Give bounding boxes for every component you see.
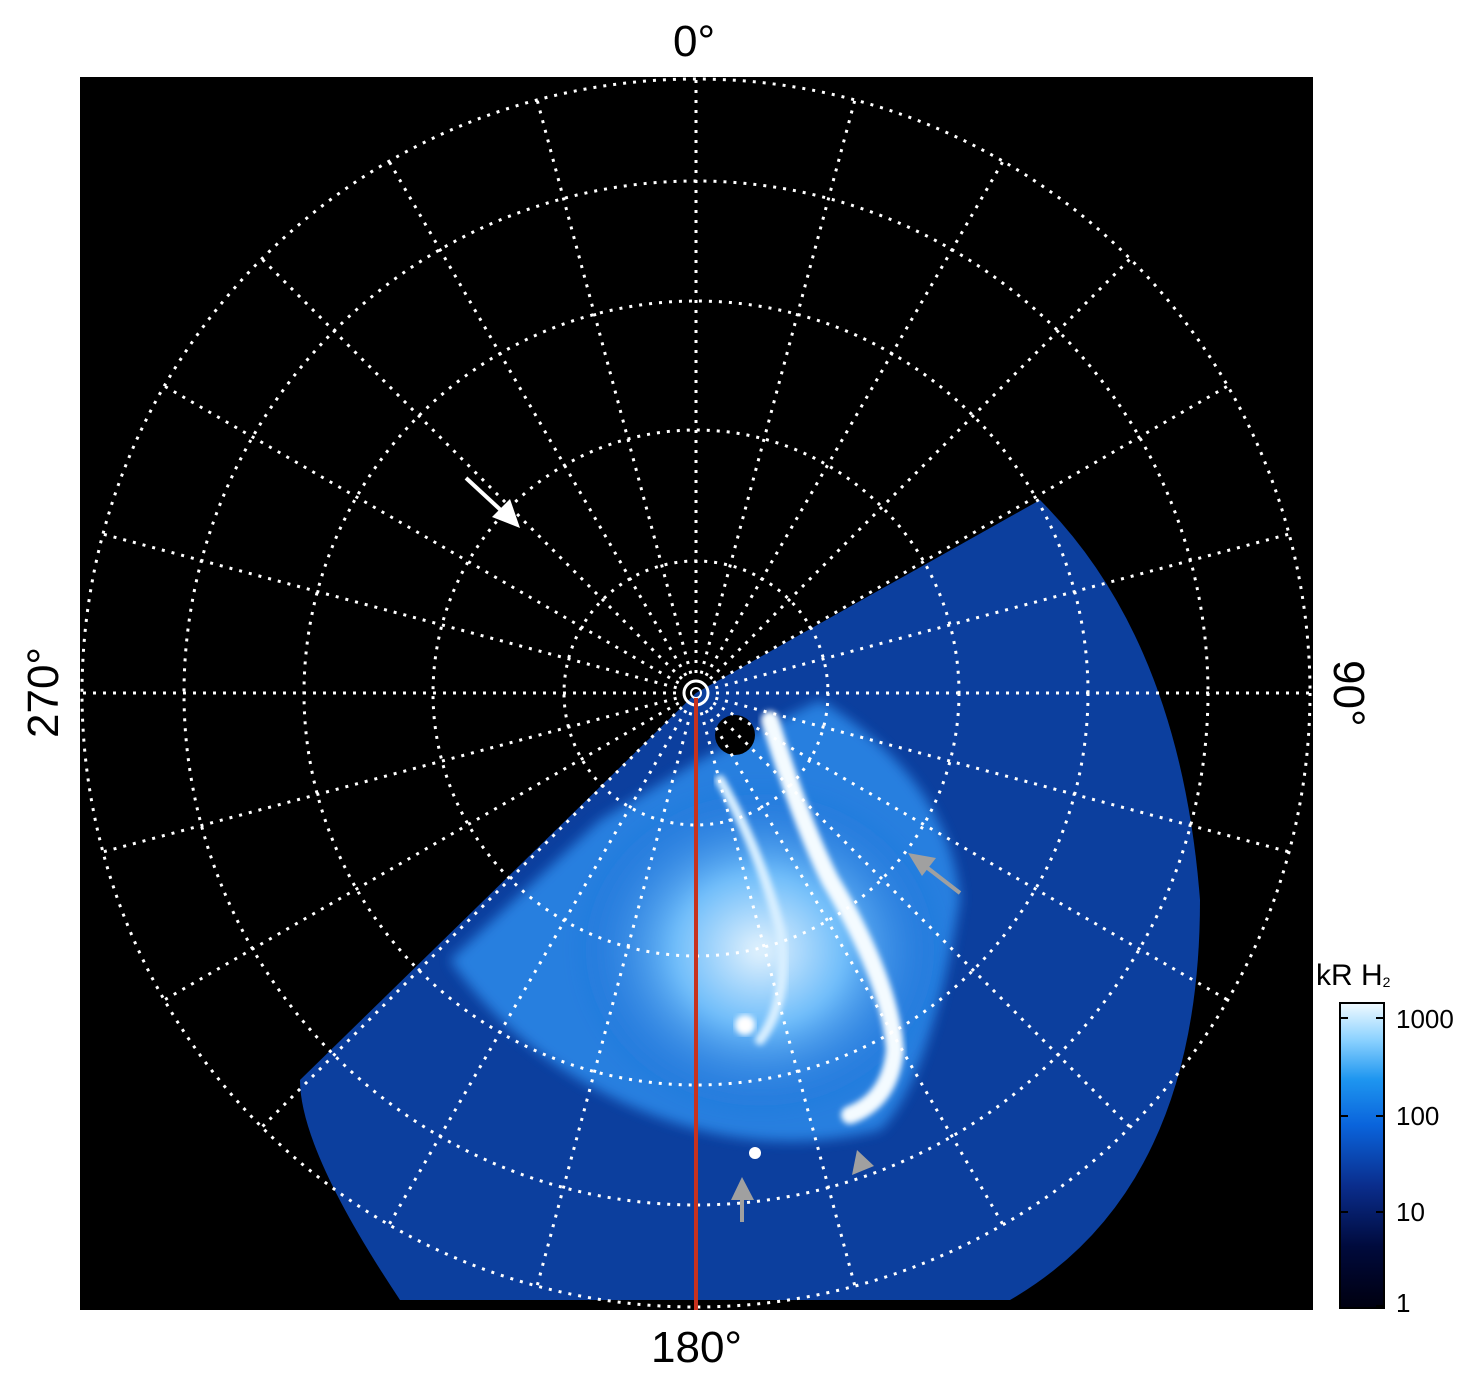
colorbar-ticks — [1340, 1017, 1384, 1307]
longitude-label-left: 270° — [19, 646, 68, 738]
colorbar-title: kR H2 — [1316, 959, 1391, 992]
colorbar — [1339, 1002, 1385, 1309]
longitude-label-bottom: 180° — [651, 1323, 743, 1372]
colorbar-tick-label: 1 — [1396, 1288, 1411, 1318]
white-arrow — [464, 476, 520, 528]
gray-arrowhead — [852, 1150, 874, 1175]
gray-arrow-bottom — [731, 1177, 754, 1222]
polar-glow — [570, 780, 950, 1120]
pole-notch — [715, 715, 755, 755]
secondary-arc — [715, 775, 788, 1045]
colorbar-tick-label: 10 — [1396, 1197, 1425, 1227]
longitude-label-right: 90° — [1324, 660, 1373, 727]
colorbar-tick-label: 1000 — [1396, 1004, 1454, 1034]
colorbar-tick-label: 100 — [1396, 1101, 1440, 1131]
bright-spot — [749, 1147, 761, 1159]
latitude-circle — [80, 77, 1312, 1309]
longitude-label-top: 0° — [673, 17, 716, 66]
gray-arrow-right — [908, 853, 962, 895]
bright-spot — [735, 1015, 755, 1035]
main-auroral-oval — [761, 711, 905, 1124]
